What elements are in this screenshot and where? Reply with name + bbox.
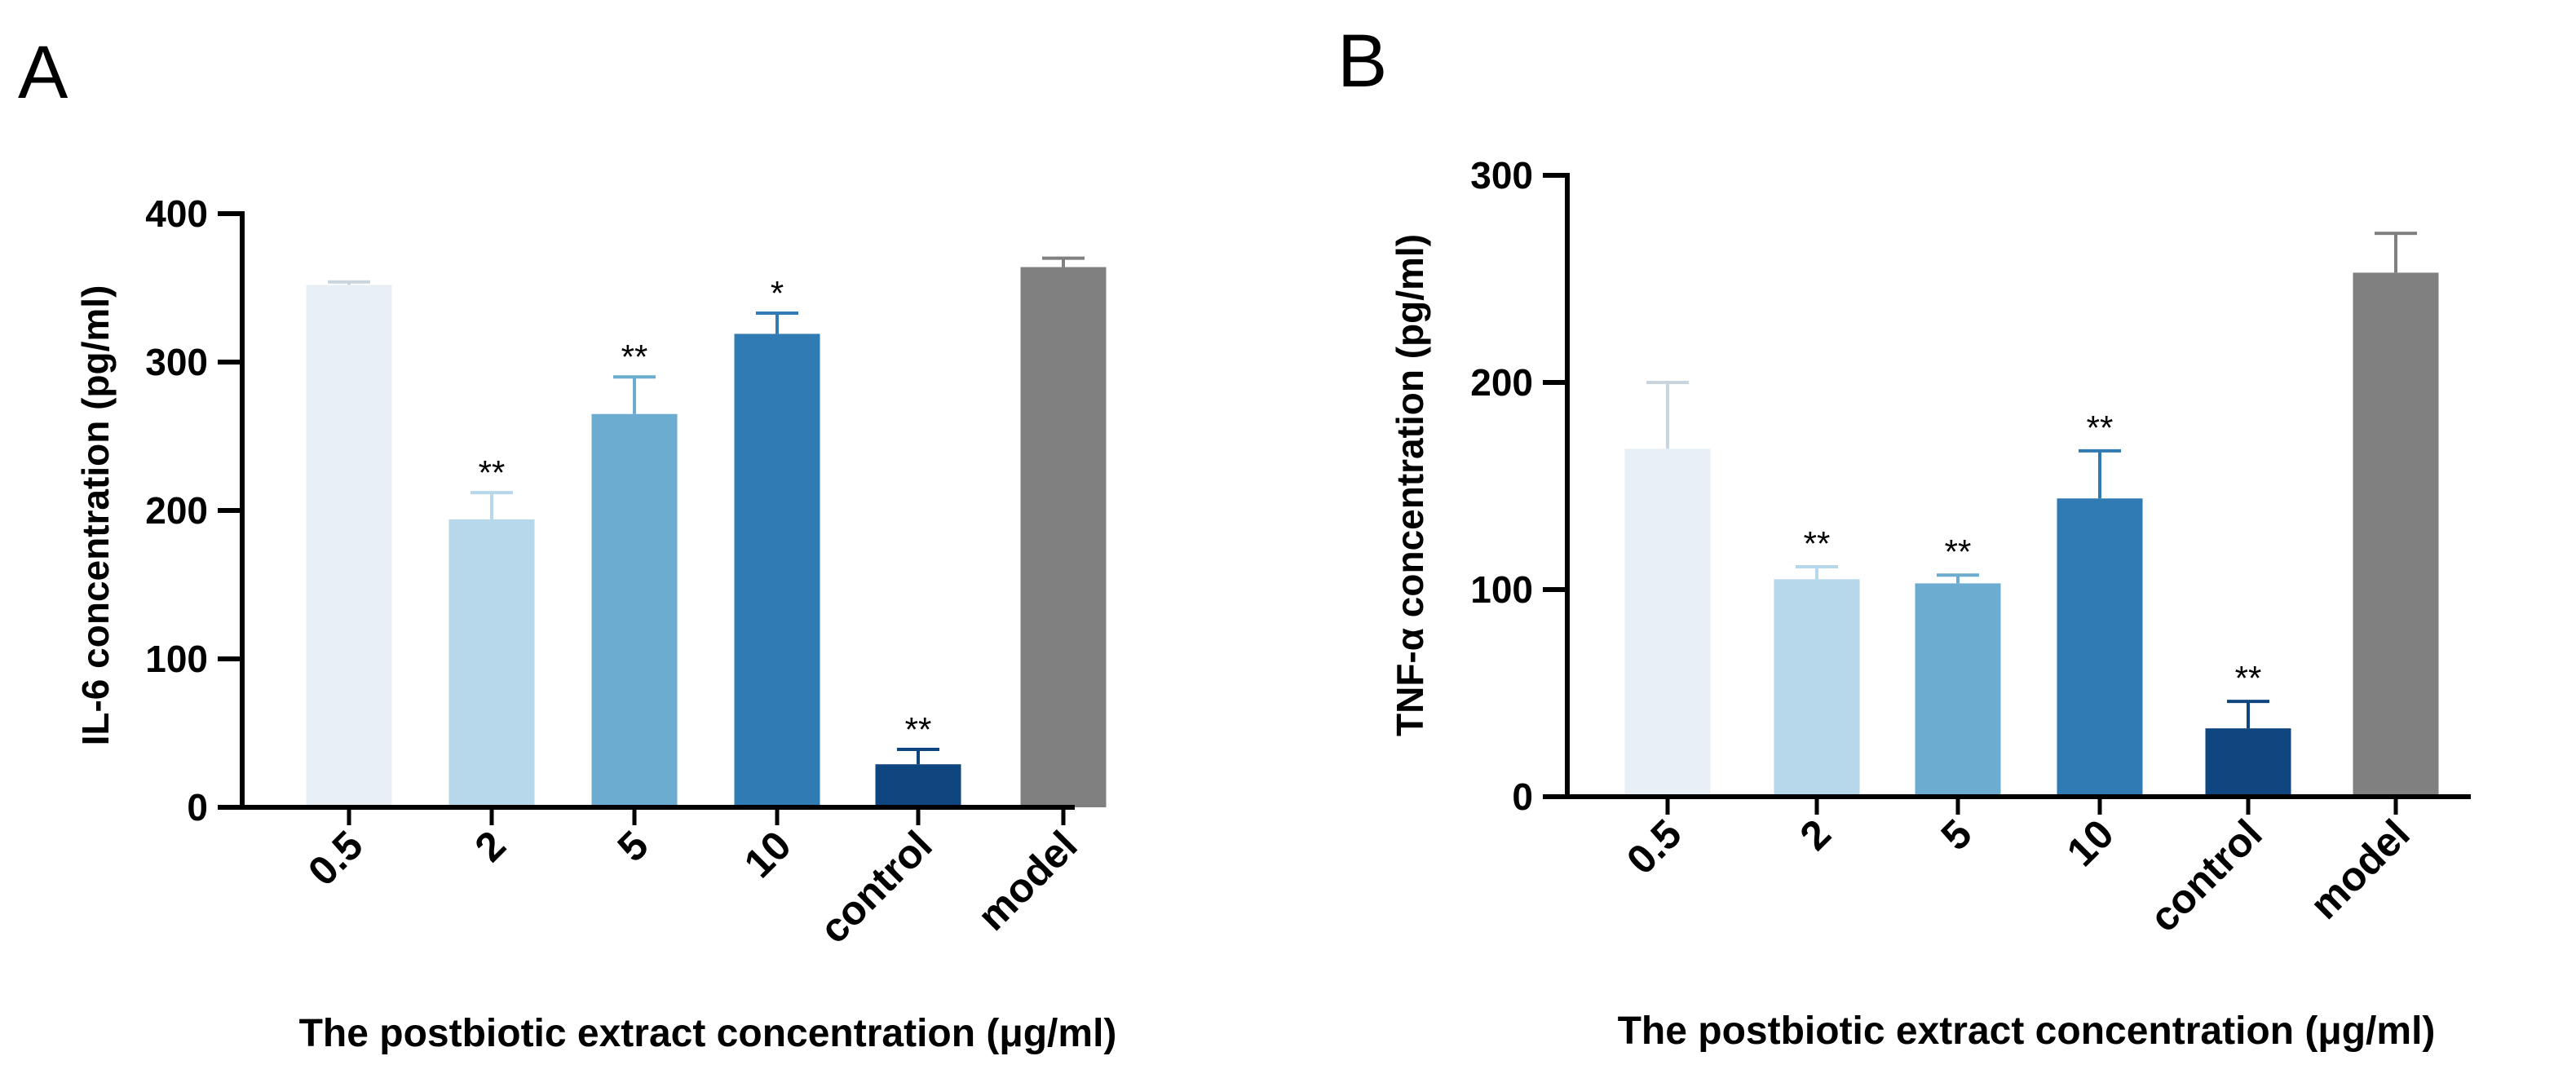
panel-b-x-axis-title: The postbiotic extract concentration (μg… [1618,1010,2436,1053]
panel-a-category-label: model [969,822,1086,939]
panel-a-y-tick-label: 0 [187,786,208,829]
panel-a-y-tick-label: 400 [145,192,208,235]
panel-b-significance-label: ** [1945,532,1972,571]
panel-b-category-label: control [2141,811,2270,940]
panel-b-bar [1774,579,1860,797]
panel-a-bar [1020,267,1107,807]
panel-a-significance-label: ** [479,453,506,492]
panel-b-category-label: 2 [1792,811,1840,859]
panel-b: B TNF-α concentration (pg/ml) The postbi… [1337,20,2471,1053]
panel-a-bar [306,285,392,807]
panel-a: A IL-6 concentration (pg/ml) The postbio… [18,31,1116,1055]
panel-b-y-tick-label: 300 [1470,154,1533,197]
panel-b-category-label: model [2301,811,2419,928]
panel-b-bar [2057,498,2143,797]
panel-a-plot: 0.5 ** 2 ** 5 * 10 ** control model 0 100 200 300 400 [145,192,1107,952]
panel-b-y-axis-title: TNF-α concentration (pg/ml) [1389,234,1431,736]
panel-a-letter: A [18,31,68,114]
panel-b-y-tick-label: 100 [1470,568,1533,611]
panel-b-significance-label: ** [2235,659,2262,697]
panel-b-y-tick-label: 0 [1512,775,1533,818]
panel-a-bar [875,764,961,807]
panel-a-bar [448,519,535,807]
panel-a-y-tick-label: 300 [145,341,208,383]
panel-a-category-label: control [811,822,940,952]
panel-a-category-label: 2 [466,822,515,870]
panel-b-bar [1624,448,1711,797]
panel-a-y-axis-title: IL-6 concentration (pg/ml) [74,285,117,746]
panel-b-category-label: 0.5 [1618,811,1690,883]
panel-b-bar [1915,583,2001,797]
panel-b-category-label: 5 [1933,811,1981,859]
panel-b-plot: 0.5 ** 2 ** 5 ** 10 ** control model 0 100 200 300 [1470,154,2471,941]
panel-a-bar [734,334,820,807]
panel-a-bar [591,413,678,807]
panel-b-significance-label: ** [2087,409,2114,447]
panel-b-letter: B [1337,20,1387,103]
panel-a-category-label: 0.5 [299,822,372,895]
panel-a-category-label: 10 [736,822,800,886]
panel-b-y-tick-label: 200 [1470,361,1533,404]
panel-a-category-label: 5 [609,822,657,870]
panel-b-significance-label: ** [1804,524,1831,563]
panel-a-y-tick-label: 100 [145,638,208,680]
panel-a-significance-label: ** [621,338,648,376]
panel-a-x-axis-title: The postbiotic extract concentration (μg… [299,1012,1117,1055]
panel-b-bar [2353,272,2439,797]
panel-a-significance-label: ** [905,710,932,749]
panel-a-y-tick-label: 200 [145,489,208,532]
panel-b-category-label: 10 [2058,811,2123,875]
panel-a-significance-label: * [771,274,784,312]
panel-b-bar [2205,728,2291,797]
